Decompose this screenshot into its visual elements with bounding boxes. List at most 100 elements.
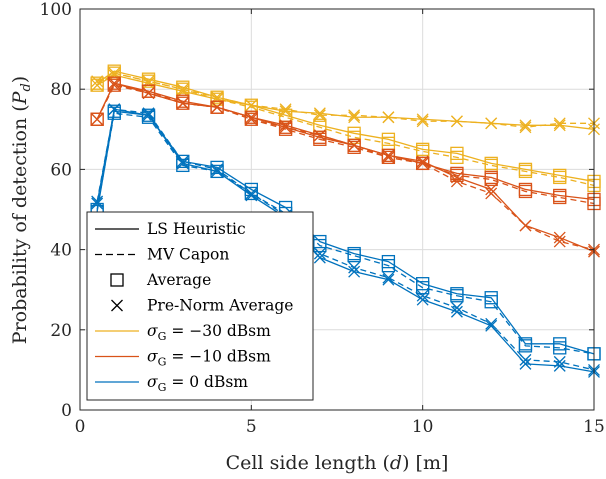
data-point-x <box>450 301 463 314</box>
data-point-square <box>107 106 121 120</box>
series-group <box>91 103 600 376</box>
x-axis-label-main: Cell side length ( <box>226 452 390 474</box>
data-point-x <box>519 353 532 366</box>
data-point-x <box>485 183 498 196</box>
y-tick-label: 40 <box>50 241 72 261</box>
data-point-x <box>91 113 104 126</box>
y-axis-label-var: P <box>9 90 31 105</box>
data-point-x <box>382 111 395 124</box>
data-point-x <box>450 171 463 184</box>
axes-box <box>79 8 595 411</box>
data-point-x <box>382 271 395 284</box>
data-point-x <box>485 187 498 200</box>
y-axis-label-sub: d <box>19 83 34 91</box>
data-point-x <box>142 77 155 90</box>
y-tick-label: 80 <box>50 80 72 100</box>
series-line <box>96 112 595 355</box>
data-point-x <box>313 129 326 142</box>
data-point-square <box>484 295 498 309</box>
y-tick-label: 0 <box>61 401 72 421</box>
series-line <box>96 74 595 130</box>
data-point-x <box>553 231 566 244</box>
data-point-square <box>313 238 327 253</box>
data-point-x <box>348 265 361 278</box>
series-group <box>91 79 600 256</box>
x-tick-label: 10 <box>412 417 434 437</box>
data-point-square <box>347 130 361 144</box>
data-point-square <box>553 190 567 205</box>
data-point-x <box>245 189 258 202</box>
ticks: 0 5 10 15 0 20 40 60 80 100 <box>40 0 605 437</box>
series-line <box>96 70 595 183</box>
y-axis-label-main: Probability of detection ( <box>9 104 31 344</box>
data-point-x <box>553 117 566 130</box>
data-point-square <box>416 281 430 295</box>
legend: LS Heuristic MV Capon Average Pre-Norm Aver… <box>86 211 314 401</box>
series-group <box>91 67 600 134</box>
data-point-square <box>210 164 224 179</box>
data-point-square <box>313 132 327 146</box>
data-point-x <box>313 251 326 264</box>
legend-box <box>86 211 314 401</box>
data-point-x <box>519 219 532 232</box>
data-point-x <box>279 119 292 132</box>
y-axis-label-tail: ) <box>9 76 31 83</box>
legend-label: σG = 0 dBsm <box>147 373 248 394</box>
legend-label-rest: = 0 dBsm <box>166 373 248 391</box>
data-point-x <box>211 163 224 176</box>
data-point-square <box>518 339 533 353</box>
data-point-x <box>450 305 463 318</box>
data-point-x <box>108 79 121 92</box>
data-point-x <box>553 355 566 368</box>
legend-marker-x <box>111 299 123 312</box>
x-tick-label: 0 <box>75 417 86 437</box>
data-point-square <box>381 258 396 273</box>
data-point-square <box>416 156 430 171</box>
data-point-x <box>245 99 258 112</box>
x-axis-label-var: d <box>390 452 402 474</box>
data-point-x <box>348 261 361 274</box>
series-group <box>91 103 600 378</box>
series-line <box>96 84 595 251</box>
data-point-x <box>245 111 258 124</box>
data-point-square <box>553 170 567 185</box>
data-point-x <box>519 119 532 132</box>
legend-label-symbol: σ <box>147 322 158 340</box>
data-point-x <box>108 103 121 116</box>
data-point-x <box>450 175 463 188</box>
y-tick-label: 100 <box>40 0 72 20</box>
series-line <box>96 108 595 371</box>
legend-label-sub: G <box>158 330 167 343</box>
y-tick-label: 60 <box>50 160 72 180</box>
data-point-x <box>142 107 155 120</box>
data-point-square <box>518 184 533 199</box>
legend-label-sub: G <box>158 356 167 369</box>
data-point-x <box>348 109 361 122</box>
series-line <box>96 108 595 373</box>
legend-label-symbol: σ <box>147 373 158 391</box>
data-point-x <box>108 77 121 90</box>
data-point-x <box>176 155 189 168</box>
data-point-x <box>211 101 224 114</box>
data-point-x <box>553 119 566 132</box>
data-point-square <box>176 96 190 110</box>
data-point-x <box>450 115 463 128</box>
data-point-x <box>382 151 395 164</box>
data-point-x <box>176 97 189 110</box>
legend-marker-square <box>110 273 124 287</box>
legend-label-rest: = −10 dBsm <box>166 348 271 366</box>
legend-label: σG = −30 dBsm <box>147 322 271 343</box>
data-point-x <box>485 317 498 330</box>
data-point-x <box>348 139 361 152</box>
data-point-x <box>91 79 104 92</box>
data-point-x <box>176 83 189 96</box>
data-point-x <box>313 107 326 120</box>
data-point-square <box>90 112 104 126</box>
data-point-x <box>485 319 498 332</box>
data-point-x <box>91 75 104 88</box>
data-point-x <box>176 157 189 170</box>
x-axis-label: Cell side length (d) [m] <box>226 452 449 474</box>
data-point-x <box>279 105 292 118</box>
x-tick-label: 5 <box>246 417 257 437</box>
series-line <box>96 84 595 205</box>
